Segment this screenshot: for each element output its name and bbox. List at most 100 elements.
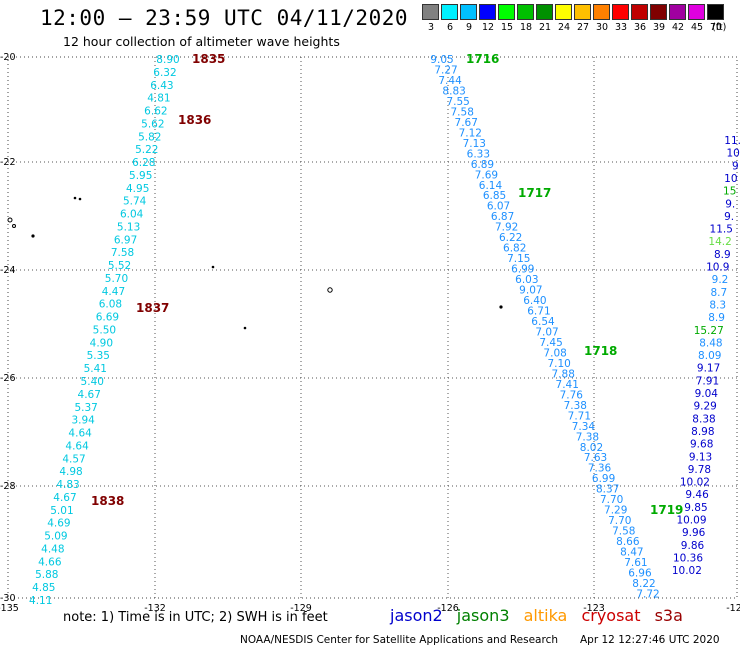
axis-labels: -135 -132 -129 -126 -123 -120 -20 -22 -24 -26 -28 -… bbox=[0, 52, 740, 614]
legend-altika: altika bbox=[523, 606, 568, 625]
swh-value: 6.99 bbox=[511, 264, 534, 276]
swh-value: 7.58 bbox=[612, 526, 635, 538]
swh-value: 6.99 bbox=[592, 473, 615, 485]
swh-value: 7.92 bbox=[495, 222, 518, 234]
lat-label: -20 bbox=[0, 52, 16, 63]
swh-value: 7.38 bbox=[576, 431, 599, 443]
swh-value: 10.09 bbox=[676, 515, 706, 527]
swh-value: 10.02 bbox=[672, 565, 702, 577]
swh-value: 4.98 bbox=[59, 466, 82, 478]
island bbox=[12, 224, 16, 228]
page-title: 12:00 – 23:59 UTC 04/11/2020 bbox=[40, 6, 409, 30]
swh-value: 4.11 bbox=[29, 595, 52, 607]
swh-value: 5.95 bbox=[129, 170, 152, 182]
scale-swatch bbox=[707, 4, 724, 20]
pass-time: 1716 bbox=[466, 52, 499, 66]
swh-value: 4.67 bbox=[53, 492, 76, 504]
island bbox=[73, 196, 77, 200]
scale-label: 3 bbox=[427, 22, 435, 33]
swh-value: 6.14 bbox=[479, 180, 503, 192]
swh-value: 5.70 bbox=[105, 273, 128, 285]
map-grid bbox=[7, 56, 738, 599]
swh-value: 10.9 bbox=[706, 262, 729, 274]
islands bbox=[7, 196, 503, 330]
swh-value: 9 bbox=[732, 160, 739, 172]
swh-value: 5.40 bbox=[81, 376, 104, 388]
swh-value: 10 bbox=[724, 173, 737, 185]
swh-value: 7.91 bbox=[696, 375, 719, 387]
scale-label: 36 bbox=[633, 22, 647, 33]
swh-value: 15.27 bbox=[694, 325, 724, 337]
swh-value: 15 bbox=[723, 186, 736, 198]
swh-value: 8.90 bbox=[156, 54, 179, 66]
lon-label: -135 bbox=[0, 603, 19, 614]
swh-value: 9.04 bbox=[695, 388, 719, 400]
swh-value: 4.57 bbox=[62, 453, 85, 465]
swh-value: 5.88 bbox=[35, 569, 58, 581]
legend-cryosat: cryosat bbox=[581, 606, 641, 625]
swh-value: 6.62 bbox=[144, 106, 167, 118]
page-subtitle: 12 hour collection of altimeter wave hei… bbox=[63, 34, 340, 49]
pass-time: 1837 bbox=[136, 301, 169, 315]
swh-value: 9.85 bbox=[684, 502, 707, 514]
swh-value: 6.69 bbox=[96, 312, 119, 324]
swh-value: 7.44 bbox=[438, 75, 462, 87]
swh-value: 9.07 bbox=[519, 285, 542, 297]
lon-label: -129 bbox=[290, 603, 312, 614]
altimeter-tracks: 8.906.326.434.816.625.625.825.226.285.95… bbox=[29, 52, 740, 607]
scale-label: 33 bbox=[614, 22, 628, 33]
swh-value: 9.05 bbox=[430, 54, 453, 66]
swh-value: 7.41 bbox=[556, 379, 579, 391]
swh-value: 7.27 bbox=[434, 64, 457, 76]
scale-label: 70 bbox=[709, 22, 723, 33]
swh-value: 4.69 bbox=[47, 518, 70, 530]
swh-value: 10 bbox=[726, 148, 739, 160]
swh-value: 9.46 bbox=[685, 489, 709, 501]
island bbox=[7, 217, 13, 223]
scale-swatch bbox=[593, 4, 610, 20]
swh-value: 8.66 bbox=[616, 536, 640, 548]
swh-value: 9.2 bbox=[712, 274, 729, 286]
swh-value: 4.67 bbox=[78, 389, 101, 401]
scale-unit: (ft) bbox=[712, 22, 727, 33]
scale-swatch bbox=[441, 4, 458, 20]
swh-value: 9. bbox=[724, 211, 734, 223]
swh-value: 8.22 bbox=[632, 578, 655, 590]
swh-value: 5.01 bbox=[50, 505, 73, 517]
swh-value: 6.89 bbox=[471, 159, 494, 171]
legend-jason3: jason3 bbox=[456, 606, 510, 625]
swh-value: 6.40 bbox=[523, 295, 546, 307]
satellite-legend: jason2 jason3 altika cryosat s3a bbox=[390, 606, 692, 625]
swh-value: 8.83 bbox=[442, 85, 465, 97]
swh-value: 6.07 bbox=[487, 201, 510, 213]
map-frame bbox=[7, 56, 738, 599]
swh-value: 9.29 bbox=[693, 401, 716, 413]
swh-value: 5.13 bbox=[117, 221, 140, 233]
lat-label: -30 bbox=[0, 593, 16, 604]
swh-value: 9. bbox=[725, 198, 735, 210]
scale-label: 15 bbox=[500, 22, 514, 33]
swh-value: 6.54 bbox=[531, 316, 555, 328]
swh-value: 7.76 bbox=[560, 389, 584, 401]
swh-value: 5.41 bbox=[84, 363, 107, 375]
swh-value: 5.09 bbox=[44, 531, 67, 543]
scale-swatch bbox=[498, 4, 515, 20]
swh-value: 6.33 bbox=[467, 148, 490, 160]
swh-value: 8.02 bbox=[580, 442, 603, 454]
swh-value: 7.58 bbox=[451, 106, 474, 118]
swh-value: 7.12 bbox=[459, 127, 482, 139]
swh-value: 6.97 bbox=[114, 234, 137, 246]
credit-org: NOAA/NESDIS Center for Satellite Applica… bbox=[240, 634, 558, 646]
pass-time: 1836 bbox=[178, 113, 211, 127]
swh-value: 4.95 bbox=[126, 183, 149, 195]
scale-swatch bbox=[688, 4, 705, 20]
swh-value: 7.29 bbox=[604, 505, 627, 517]
swh-value: 8.98 bbox=[691, 426, 714, 438]
scale-swatch bbox=[650, 4, 667, 20]
swh-value: 7.55 bbox=[446, 96, 469, 108]
credit-timestamp: Apr 12 12:27:46 UTC 2020 bbox=[580, 634, 720, 646]
island bbox=[327, 287, 333, 293]
scale-label: 6 bbox=[446, 22, 454, 33]
footnote: note: 1) Time is in UTC; 2) SWH is in fe… bbox=[63, 610, 328, 625]
